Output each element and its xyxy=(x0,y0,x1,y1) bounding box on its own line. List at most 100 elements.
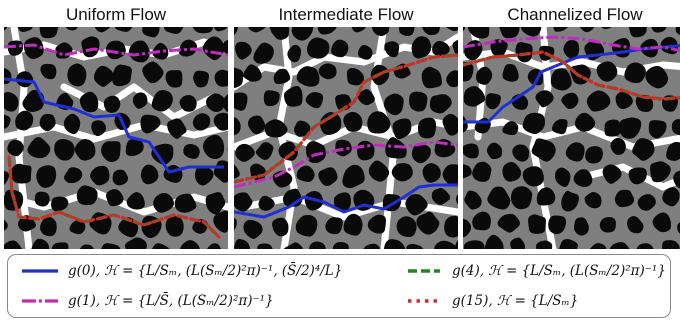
grain xyxy=(417,117,437,139)
grain xyxy=(484,234,504,249)
legend-swatch-g4 xyxy=(408,269,440,273)
grain xyxy=(318,63,337,80)
flow-paths xyxy=(234,53,458,219)
grain xyxy=(202,134,225,160)
grain xyxy=(213,27,228,32)
grain xyxy=(637,194,656,211)
grain xyxy=(411,36,432,59)
grain xyxy=(398,27,415,37)
grain xyxy=(472,161,492,182)
grain xyxy=(673,170,680,189)
grain xyxy=(7,40,24,56)
grain xyxy=(384,41,400,58)
grain xyxy=(463,218,472,238)
grain xyxy=(17,27,33,33)
grain xyxy=(573,169,593,188)
grain xyxy=(512,144,530,162)
grain xyxy=(234,239,251,249)
grain xyxy=(222,94,228,113)
uniform-flow-image xyxy=(4,27,228,249)
grain xyxy=(357,89,375,106)
legend-item-g0: g(0), ℋ = {L/Sₘ, (L(Sₘ/2)²π)⁻¹, (S̄/2)⁴/… xyxy=(22,260,342,282)
grain xyxy=(255,142,274,160)
grain xyxy=(522,166,544,187)
grain xyxy=(67,63,87,87)
grain xyxy=(39,113,56,132)
grain xyxy=(487,186,511,210)
grain xyxy=(163,27,184,35)
grain xyxy=(392,118,412,140)
grain xyxy=(9,163,32,184)
grain xyxy=(463,27,466,32)
grain xyxy=(205,192,226,215)
grain xyxy=(351,27,367,33)
grain xyxy=(234,116,241,136)
grain xyxy=(207,243,221,249)
panel-channelized-flow xyxy=(463,27,680,249)
grain xyxy=(599,216,616,233)
grain xyxy=(40,63,57,80)
grain xyxy=(36,165,57,188)
grain xyxy=(278,141,298,161)
grain xyxy=(596,61,618,82)
grain xyxy=(101,243,121,249)
grain xyxy=(142,27,160,38)
grain xyxy=(214,69,228,87)
flow-path-solid xyxy=(463,44,680,124)
grain xyxy=(548,215,566,235)
grain xyxy=(662,187,680,207)
grain xyxy=(180,240,200,249)
grain xyxy=(627,216,644,234)
grain xyxy=(81,36,100,58)
grain xyxy=(434,240,457,249)
grain xyxy=(409,91,428,112)
panel-intermediate-flow xyxy=(234,27,458,249)
grain xyxy=(463,143,479,159)
grain xyxy=(105,189,124,207)
grain xyxy=(90,165,110,186)
grain xyxy=(615,91,633,110)
grain xyxy=(4,27,8,31)
grain xyxy=(602,164,622,184)
grain xyxy=(536,187,556,206)
grain xyxy=(65,27,78,31)
grain xyxy=(247,115,266,135)
grain xyxy=(636,243,654,249)
grain xyxy=(94,27,111,33)
grain xyxy=(151,90,173,112)
grain xyxy=(140,164,159,185)
flow-path-dash-dot xyxy=(234,140,458,189)
grain xyxy=(531,138,556,162)
grain xyxy=(604,119,622,137)
grain xyxy=(308,241,326,249)
grain xyxy=(601,27,612,30)
grain xyxy=(263,90,280,107)
grain xyxy=(331,39,349,58)
grain xyxy=(535,240,553,249)
grain xyxy=(550,68,572,91)
grain xyxy=(463,62,474,82)
grain xyxy=(264,119,288,138)
flow-path-dotted xyxy=(234,53,458,184)
grain xyxy=(445,27,458,32)
grain xyxy=(40,216,57,237)
flow-path-solid xyxy=(234,183,458,219)
grain xyxy=(464,190,482,210)
grain xyxy=(405,194,428,216)
grain xyxy=(650,161,671,183)
grain xyxy=(152,42,169,60)
grain xyxy=(624,62,646,84)
grain xyxy=(652,212,671,233)
grain xyxy=(662,240,680,249)
grain xyxy=(554,167,571,188)
grain xyxy=(343,111,363,132)
grain xyxy=(272,217,289,237)
grain xyxy=(651,27,667,33)
grain xyxy=(463,164,472,179)
flow-path-dash-dot xyxy=(4,43,228,57)
grain xyxy=(179,94,197,112)
grain xyxy=(431,188,451,205)
grain xyxy=(520,27,542,37)
grain xyxy=(463,115,468,133)
intermediate-flow-image xyxy=(234,27,458,249)
